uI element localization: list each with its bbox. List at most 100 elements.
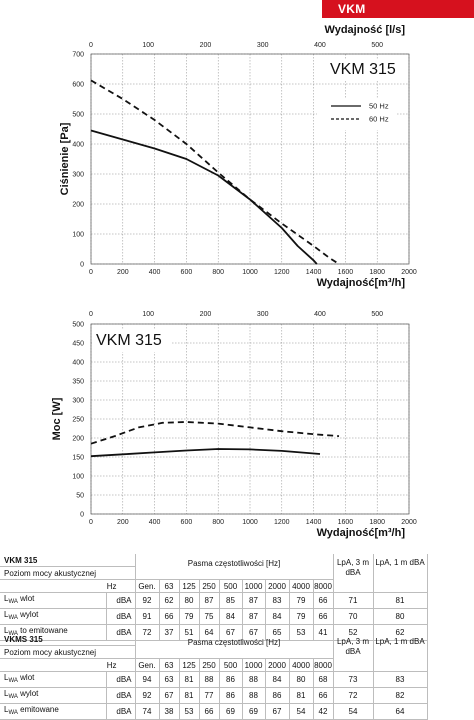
- acoustic-table-vkm: VKM 315 Pasma częstotliwości [Hz] LpA, 3 m…: [0, 554, 428, 641]
- band-column-header: Gen.: [135, 579, 160, 593]
- table-cell: 74: [135, 703, 160, 720]
- band-column-header: 125: [179, 658, 200, 672]
- lpa-1m-value: 80: [373, 608, 428, 625]
- table-cell: 69: [219, 703, 243, 720]
- x2-tick-label: 500: [371, 42, 383, 49]
- table-cell: 87: [199, 592, 220, 609]
- lpa-1m-header: LpA, 1 m dBA: [373, 633, 428, 672]
- table-cell: 63: [159, 671, 180, 688]
- y-tick-label: 350: [72, 379, 84, 386]
- row-unit: dBA: [106, 703, 136, 720]
- series-line-2: [90, 421, 340, 445]
- y-tick-label: 600: [72, 82, 84, 89]
- table-cell: 79: [289, 592, 314, 609]
- table-cell: 86: [219, 671, 243, 688]
- band-column-header: 4000: [289, 579, 314, 593]
- table-cell: 86: [219, 687, 243, 704]
- lpa-1m-value: 83: [373, 671, 428, 688]
- x-tick-label: 1200: [274, 519, 290, 526]
- table-cell: 79: [179, 608, 200, 625]
- x-tick-label: 0: [89, 269, 93, 276]
- table-cell: 87: [242, 592, 266, 609]
- y-tick-label: 200: [72, 436, 84, 443]
- y-tick-label: 50: [76, 493, 84, 500]
- band-column-header: 1000: [242, 579, 266, 593]
- lpa-3m-value: 54: [333, 703, 374, 720]
- table-title: VKM 315: [0, 554, 136, 567]
- table-cell: 66: [159, 608, 180, 625]
- x-tick-label: 600: [181, 269, 193, 276]
- y-tick-label: 100: [72, 232, 84, 239]
- y-tick-label: 200: [72, 202, 84, 209]
- row-unit: dBA: [106, 687, 136, 704]
- y-tick-label: 0: [80, 262, 84, 269]
- x-tick-label: 200: [117, 519, 129, 526]
- table-cell: 92: [135, 687, 160, 704]
- row-label: LWA wlot: [0, 592, 107, 609]
- model-badge: VKM: [322, 0, 474, 18]
- x-tick-label: 1600: [338, 519, 354, 526]
- row-label: LWA emitowane: [0, 703, 107, 720]
- x2-tick-label: 400: [314, 42, 326, 49]
- y-axis-title: Ciśnienie [Pa]: [59, 122, 71, 195]
- table-row: LWA wlot dBA 92 62 80 87 85 87 83 79 66 71 81: [0, 592, 428, 609]
- table-cell: 92: [135, 592, 160, 609]
- y-tick-label: 450: [72, 341, 84, 348]
- table-cell: 84: [265, 608, 290, 625]
- lpa-3m-header: LpA, 3 m dBA: [333, 633, 374, 672]
- x-tick-label: 2000: [401, 269, 417, 276]
- x-tick-label: 400: [149, 269, 161, 276]
- table-cell: 81: [179, 671, 200, 688]
- band-column-header: 500: [219, 579, 243, 593]
- lpa-3m-value: 71: [333, 592, 374, 609]
- lpa-1m-value: 64: [373, 703, 428, 720]
- table-title: VKMS 315: [0, 633, 136, 646]
- band-column-header: Gen.: [135, 658, 160, 672]
- table-cell: 83: [265, 592, 290, 609]
- table-cell: 66: [199, 703, 220, 720]
- band-column-header: 250: [199, 579, 220, 593]
- table-cell: 91: [135, 608, 160, 625]
- table-cell: 66: [313, 608, 334, 625]
- series-line-60-hz: [90, 79, 340, 265]
- table-cell: 62: [159, 592, 180, 609]
- x-tick-label: 2000: [401, 519, 417, 526]
- table-subtitle: Poziom mocy akustycznej: [0, 645, 136, 659]
- y-tick-label: 400: [72, 142, 84, 149]
- hz-label: Hz: [0, 658, 136, 672]
- table-cell: 94: [135, 671, 160, 688]
- x-tick-label: 800: [212, 519, 224, 526]
- x-tick-label: 1600: [338, 269, 354, 276]
- x-tick-label: 400: [149, 519, 161, 526]
- band-column-header: 2000: [265, 579, 290, 593]
- table-subtitle: Poziom mocy akustycznej: [0, 566, 136, 580]
- band-column-header: 8000: [313, 579, 334, 593]
- lpa-1m-header: LpA, 1 m dBA: [373, 554, 428, 593]
- row-label: LWA wlot: [0, 671, 107, 688]
- table-row: LWA wlot dBA 94 63 81 88 86 88 84 80 68 73 83: [0, 671, 428, 688]
- title-background: [326, 59, 406, 81]
- band-column-header: 8000: [313, 658, 334, 672]
- band-column-header: 63: [159, 658, 180, 672]
- table-cell: 67: [265, 703, 290, 720]
- x2-tick-label: 0: [89, 42, 93, 49]
- x2-tick-label: 0: [89, 311, 93, 318]
- row-unit: dBA: [106, 608, 136, 625]
- table-row: LWA wylot dBA 91 66 79 75 84 87 84 79 66 70 80: [0, 608, 428, 625]
- title-background: [92, 330, 172, 352]
- table-cell: 84: [219, 608, 243, 625]
- x-tick-label: 600: [181, 519, 193, 526]
- x-tick-label: 1400: [306, 269, 322, 276]
- band-column-header: 500: [219, 658, 243, 672]
- table-cell: 69: [242, 703, 266, 720]
- table-cell: 66: [313, 592, 334, 609]
- table-cell: 38: [159, 703, 180, 720]
- x2-tick-label: 500: [371, 311, 383, 318]
- table-cell: 42: [313, 703, 334, 720]
- y-tick-label: 300: [72, 172, 84, 179]
- x-tick-label: 1800: [369, 269, 385, 276]
- table-cell: 88: [242, 671, 266, 688]
- x-tick-label: 1000: [242, 519, 258, 526]
- x2-axis-title: Wydajność [l/s]: [325, 24, 406, 36]
- table-cell: 80: [289, 671, 314, 688]
